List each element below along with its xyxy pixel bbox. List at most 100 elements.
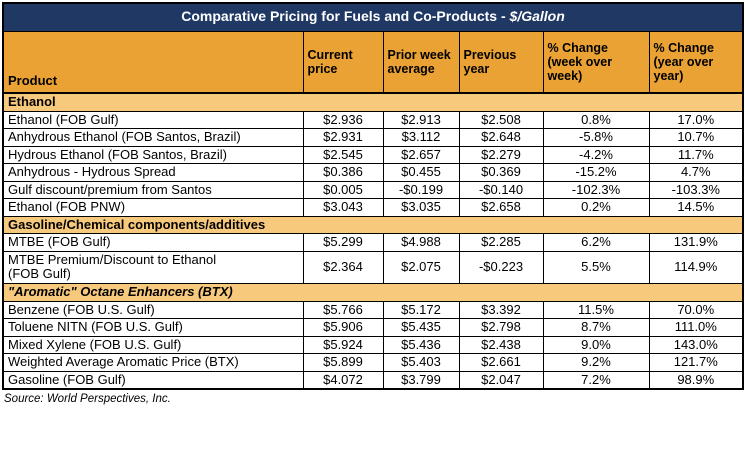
value-cell: 6.2%: [542, 233, 650, 252]
title-row: Comparative Pricing for Fuels and Co-Pro…: [2, 2, 744, 32]
value-cell: $2.658: [458, 198, 544, 217]
title-unit-italic: $/Gallon: [509, 8, 565, 25]
value-cell: $0.455: [382, 163, 460, 182]
table-row: Anhydrous - Hydrous Spread $0.386 $0.455 $0…: [2, 163, 744, 182]
table-title: Comparative Pricing for Fuels and Co-Pro…: [2, 2, 744, 32]
value-cell: $5.172: [382, 300, 460, 320]
value-cell: -$0.223: [458, 250, 544, 285]
value-cell: 111.0%: [648, 318, 744, 337]
value-cell: 17.0%: [648, 110, 744, 130]
value-cell: $2.047: [458, 370, 544, 390]
value-cell: -4.2%: [542, 145, 650, 165]
value-cell: $0.386: [302, 163, 384, 182]
value-cell: 121.7%: [648, 353, 744, 372]
section-row: Ethanol: [2, 92, 744, 112]
product-cell: Hydrous Ethanol (FOB Santos, Brazil): [2, 145, 304, 165]
value-cell: 9.0%: [542, 335, 650, 355]
section-row: Gasoline/Chemical components/additives: [2, 215, 744, 235]
column-header-product: Product: [2, 30, 304, 94]
value-cell: $2.913: [382, 110, 460, 130]
value-cell: $2.661: [458, 353, 544, 372]
table-row: MTBE (FOB Gulf) $5.299 $4.988 $2.285 6.2% 131…: [2, 233, 744, 252]
value-cell: $2.657: [382, 145, 460, 165]
value-cell: $4.988: [382, 233, 460, 252]
value-cell: -102.3%: [542, 180, 650, 200]
value-cell: 0.2%: [542, 198, 650, 217]
table-row: Benzene (FOB U.S. Gulf) $5.766 $5.172 $3.39…: [2, 300, 744, 320]
value-cell: -$0.199: [382, 180, 460, 200]
column-header-previous-year: Previous year: [458, 30, 544, 94]
column-header-pct-change-week: % Change (week over week): [542, 30, 650, 94]
value-cell: $2.931: [302, 128, 384, 147]
value-cell: 7.2%: [542, 370, 650, 390]
value-cell: $2.648: [458, 128, 544, 147]
product-cell: Gulf discount/premium from Santos: [2, 180, 304, 200]
column-header-pct-change-year: % Change (year over year): [648, 30, 744, 94]
table-row: MTBE Premium/Discount to Ethanol (FOB Gu…: [2, 250, 744, 285]
value-cell: 11.5%: [542, 300, 650, 320]
value-cell: -15.2%: [542, 163, 650, 182]
value-cell: $5.906: [302, 318, 384, 337]
value-cell: $2.936: [302, 110, 384, 130]
value-cell: 10.7%: [648, 128, 744, 147]
value-cell: 114.9%: [648, 250, 744, 285]
title-text: Comparative Pricing for Fuels and Co-Pro…: [181, 8, 510, 25]
table-row: Gulf discount/premium from Santos $0.005-…: [2, 180, 744, 200]
section-header: "Aromatic" Octane Enhancers (BTX): [2, 283, 744, 302]
product-cell: Mixed Xylene (FOB U.S. Gulf): [2, 335, 304, 355]
product-cell: Ethanol (FOB Gulf): [2, 110, 304, 130]
value-cell: $5.924: [302, 335, 384, 355]
table-row: Mixed Xylene (FOB U.S. Gulf) $5.924 $5.436…: [2, 335, 744, 355]
value-cell: $3.112: [382, 128, 460, 147]
value-cell: 4.7%: [648, 163, 744, 182]
table-row: Toluene NITN (FOB U.S. Gulf) $5.906 $5.435…: [2, 318, 744, 337]
product-cell: MTBE Premium/Discount to Ethanol (FOB Gu…: [2, 250, 304, 285]
table-row: Hydrous Ethanol (FOB Santos, Brazil) $2.5…: [2, 145, 744, 165]
value-cell: -103.3%: [648, 180, 744, 200]
value-cell: 9.2%: [542, 353, 650, 372]
value-cell: $0.369: [458, 163, 544, 182]
section-header: Ethanol: [2, 92, 744, 112]
value-cell: $4.072: [302, 370, 384, 390]
source-note: Source: World Perspectives, Inc.: [4, 393, 171, 406]
value-cell: $5.299: [302, 233, 384, 252]
value-cell: $5.435: [382, 318, 460, 337]
value-cell: 131.9%: [648, 233, 744, 252]
value-cell: 143.0%: [648, 335, 744, 355]
value-cell: 0.8%: [542, 110, 650, 130]
value-cell: $2.438: [458, 335, 544, 355]
value-cell: $0.005: [302, 180, 384, 200]
value-cell: $5.403: [382, 353, 460, 372]
table-row: Ethanol (FOB PNW) $3.043 $3.035 $2.658 0.2% 1…: [2, 198, 744, 217]
column-header-current-price: Current price: [302, 30, 384, 94]
value-cell: 11.7%: [648, 145, 744, 165]
value-cell: $2.798: [458, 318, 544, 337]
table-row: Ethanol (FOB Gulf) $2.936 $2.913 $2.508 0.8%…: [2, 110, 744, 130]
value-cell: $3.035: [382, 198, 460, 217]
value-cell: $5.899: [302, 353, 384, 372]
value-cell: $3.392: [458, 300, 544, 320]
product-cell: Weighted Average Aromatic Price (BTX): [2, 353, 304, 372]
product-cell: Gasoline (FOB Gulf): [2, 370, 304, 390]
value-cell: $2.545: [302, 145, 384, 165]
value-cell: 5.5%: [542, 250, 650, 285]
product-cell: Ethanol (FOB PNW): [2, 198, 304, 217]
section-header: Gasoline/Chemical components/additives: [2, 215, 744, 235]
value-cell: $5.766: [302, 300, 384, 320]
product-cell: Benzene (FOB U.S. Gulf): [2, 300, 304, 320]
value-cell: $2.075: [382, 250, 460, 285]
value-cell: $3.799: [382, 370, 460, 390]
value-cell: 70.0%: [648, 300, 744, 320]
value-cell: $2.364: [302, 250, 384, 285]
value-cell: $5.436: [382, 335, 460, 355]
product-cell: Toluene NITN (FOB U.S. Gulf): [2, 318, 304, 337]
pricing-table: Comparative Pricing for Fuels and Co-Pro…: [2, 2, 745, 391]
value-cell: $3.043: [302, 198, 384, 217]
section-row: "Aromatic" Octane Enhancers (BTX): [2, 283, 744, 302]
table-row: Anhydrous Ethanol (FOB Santos, Brazil) $2…: [2, 128, 744, 147]
value-cell: -5.8%: [542, 128, 650, 147]
column-header-prior-week-average: Prior week average: [382, 30, 460, 94]
product-cell: MTBE (FOB Gulf): [2, 233, 304, 252]
value-cell: -$0.140: [458, 180, 544, 200]
value-cell: $2.279: [458, 145, 544, 165]
